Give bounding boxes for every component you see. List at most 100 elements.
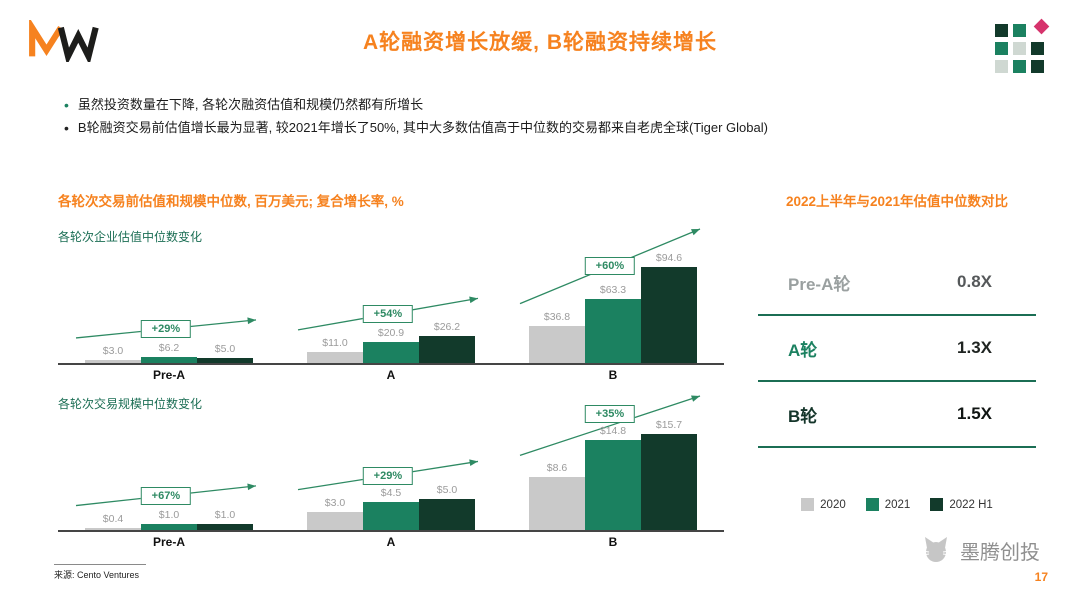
- bar-value-label: $5.0: [436, 484, 458, 497]
- growth-arrow: [519, 395, 701, 457]
- legend-item: 2022 H1: [930, 498, 993, 511]
- category-label: Pre-A: [152, 535, 185, 549]
- legend-item: 2021: [865, 498, 911, 511]
- bar: $8.6: [529, 462, 585, 530]
- bar: $11.0: [307, 337, 363, 363]
- bar: $63.3: [585, 284, 641, 363]
- page-number: 17: [1034, 570, 1048, 584]
- bar-value-label: $36.8: [543, 310, 571, 323]
- bar-value-label: $1.0: [214, 508, 236, 521]
- legend-swatch: [930, 498, 944, 511]
- bar-group: $8.6 $14.8 $15.7 +35% B: [502, 395, 724, 549]
- bar: $94.6: [641, 252, 697, 363]
- chart-legend: 2020 2021 2022 H1: [758, 498, 1036, 511]
- comparison-rows: Pre-A轮 0.8X A轮 1.3X B轮 1.5X: [758, 250, 1036, 448]
- round-label: A轮: [788, 340, 818, 360]
- decor-square: [1013, 24, 1026, 37]
- growth-badge: +35%: [584, 404, 636, 423]
- bar-value-label: $63.3: [599, 283, 627, 296]
- category-label: B: [608, 535, 618, 549]
- bar: $5.0: [419, 484, 475, 530]
- growth-badge: +67%: [140, 486, 192, 505]
- bar: $1.0: [197, 509, 253, 530]
- charts-section-header: 各轮次交易前估值和规模中位数, 百万美元; 复合增长率, %: [58, 194, 404, 209]
- legend-label: 2021: [884, 498, 911, 511]
- bar-value-label: $1.0: [158, 508, 180, 521]
- bar-group: $11.0 $20.9 $26.2 +54% A: [280, 253, 502, 382]
- category-label: Pre-A: [152, 368, 185, 382]
- decor-square: [1031, 60, 1044, 73]
- bar-value-label: $26.2: [433, 321, 461, 334]
- bar-group: $3.0 $4.5 $5.0 +29% A: [280, 420, 502, 549]
- bar-cluster: $8.6 $14.8 $15.7: [502, 419, 724, 530]
- bar: $26.2: [419, 321, 475, 363]
- chart-plot: $0.4 $1.0 $1.0 +67% Pre-A $3.0 $4.5 $5.0 +29% A $8…: [58, 395, 724, 549]
- bar-cluster: $3.0 $4.5 $5.0: [280, 484, 502, 530]
- bar: $0.4: [85, 513, 141, 530]
- bullet-list: • 虽然投资数量在下降, 各轮次融资估值和规模仍然都有所增长 • B轮融资交易前…: [64, 94, 970, 140]
- bar-cluster: $3.0 $6.2 $5.0: [58, 342, 280, 363]
- valuation-chart: 各轮次企业估值中位数变化 $3.0 $6.2 $5.0 +29% Pre-A $11.0 $…: [58, 228, 724, 382]
- bar-value-label: $94.6: [655, 252, 683, 264]
- legend-label: 2020: [820, 498, 846, 511]
- bar-value-label: $4.5: [380, 487, 402, 500]
- valuation-chart-title: 各轮次企业估值中位数变化: [58, 230, 203, 244]
- bar-value-label: $0.4: [102, 512, 124, 525]
- bar-group: $3.0 $6.2 $5.0 +29% Pre-A: [58, 253, 280, 382]
- category-label: A: [386, 368, 396, 382]
- multiple-value: 1.5X: [957, 404, 992, 423]
- bar-value-label: $5.0: [214, 342, 236, 355]
- growth-badge: +29%: [362, 466, 414, 485]
- bullet-item: • 虽然投资数量在下降, 各轮次融资估值和规模仍然都有所增长: [64, 94, 970, 117]
- decor-square: [995, 24, 1008, 37]
- bar-group: $0.4 $1.0 $1.0 +67% Pre-A: [58, 420, 280, 549]
- legend-swatch: [865, 498, 879, 511]
- decor-square: [995, 60, 1008, 73]
- bar-value-label: $11.0: [322, 336, 348, 349]
- multiple-value: 0.8X: [957, 272, 992, 291]
- bar: $4.5: [363, 487, 419, 530]
- watermark: 墨腾创投: [920, 535, 1040, 565]
- bar-cluster: $0.4 $1.0 $1.0: [58, 509, 280, 530]
- growth-badge: +54%: [362, 305, 414, 324]
- comparison-panel: 2022上半年与2021年估值中位数对比 Pre-A轮 0.8X A轮 1.3X…: [758, 190, 1036, 511]
- decor-square: [995, 42, 1008, 55]
- bar: $36.8: [529, 311, 585, 363]
- category-label: B: [608, 368, 618, 382]
- bar: $15.7: [641, 419, 697, 530]
- bar-value-label: $3.0: [102, 344, 124, 357]
- multiple-value: 1.3X: [957, 338, 992, 357]
- bar: $6.2: [141, 342, 197, 363]
- decor-square: [1013, 60, 1026, 73]
- legend-swatch: [801, 498, 815, 511]
- decor-square: [1031, 42, 1044, 55]
- mw-logo-icon: [29, 17, 99, 66]
- comparison-row: A轮 1.3X: [758, 316, 1036, 382]
- legend-label: 2022 H1: [949, 498, 993, 511]
- comparison-row: B轮 1.5X: [758, 382, 1036, 448]
- bar-value-label: $6.2: [158, 341, 180, 354]
- source-note: 来源: Cento Ventures: [54, 564, 146, 581]
- slide-title: A轮融资增长放缓, B轮融资持续增长: [363, 31, 717, 54]
- bullet-text: 虽然投资数量在下降, 各轮次融资估值和规模仍然都有所增长: [77, 97, 424, 112]
- bullet-dot: •: [64, 97, 69, 113]
- bar-cluster: $36.8 $63.3 $94.6: [502, 252, 724, 363]
- bar: $1.0: [141, 509, 197, 530]
- bar-value-label: $14.8: [599, 424, 627, 437]
- legend-item: 2020: [801, 498, 846, 511]
- decor-square: [1013, 42, 1026, 55]
- charts-section: 各轮次交易前估值和规模中位数, 百万美元; 复合增长率, % 各轮次企业估值中位…: [58, 190, 724, 562]
- comparison-row: Pre-A轮 0.8X: [758, 250, 1036, 316]
- chart-plot: $3.0 $6.2 $5.0 +29% Pre-A $11.0 $20.9 $26.2 +54%…: [58, 228, 724, 382]
- bar: $14.8: [585, 425, 641, 530]
- growth-badge: +60%: [584, 257, 636, 276]
- bullet-item: • B轮融资交易前估值增长最为显著, 较2021年增长了50%, 其中大多数估值…: [64, 117, 970, 140]
- bar: $3.0: [85, 345, 141, 363]
- round-label: Pre-A轮: [788, 274, 851, 294]
- bullet-dot: •: [64, 120, 69, 137]
- decor-grid: [995, 18, 1050, 73]
- source-divider: [54, 564, 146, 565]
- bar-value-label: $8.6: [546, 462, 568, 475]
- watermark-text: 墨腾创投: [960, 541, 1040, 564]
